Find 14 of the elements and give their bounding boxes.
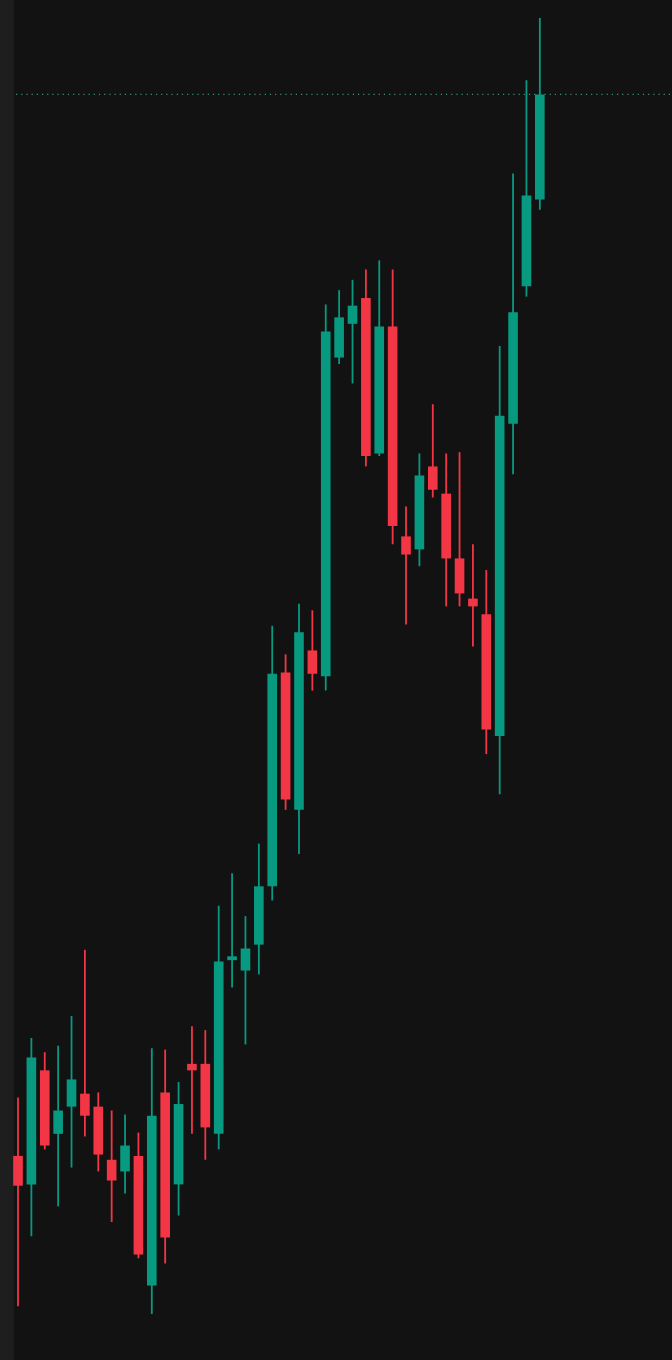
candlestick	[186, 1025, 197, 1135]
candlestick	[119, 1113, 130, 1195]
candlestick	[400, 505, 411, 626]
candlestick	[347, 278, 358, 385]
candlestick	[467, 543, 478, 648]
candlestick	[240, 915, 250, 1046]
candlestick	[53, 1044, 63, 1208]
candlestick	[427, 403, 438, 499]
candlestick	[66, 1015, 77, 1169]
candlestick	[106, 1109, 117, 1223]
candlestick	[226, 872, 237, 989]
candlestick	[12, 1096, 23, 1308]
candlestick	[307, 609, 317, 692]
candlestick	[454, 451, 465, 608]
